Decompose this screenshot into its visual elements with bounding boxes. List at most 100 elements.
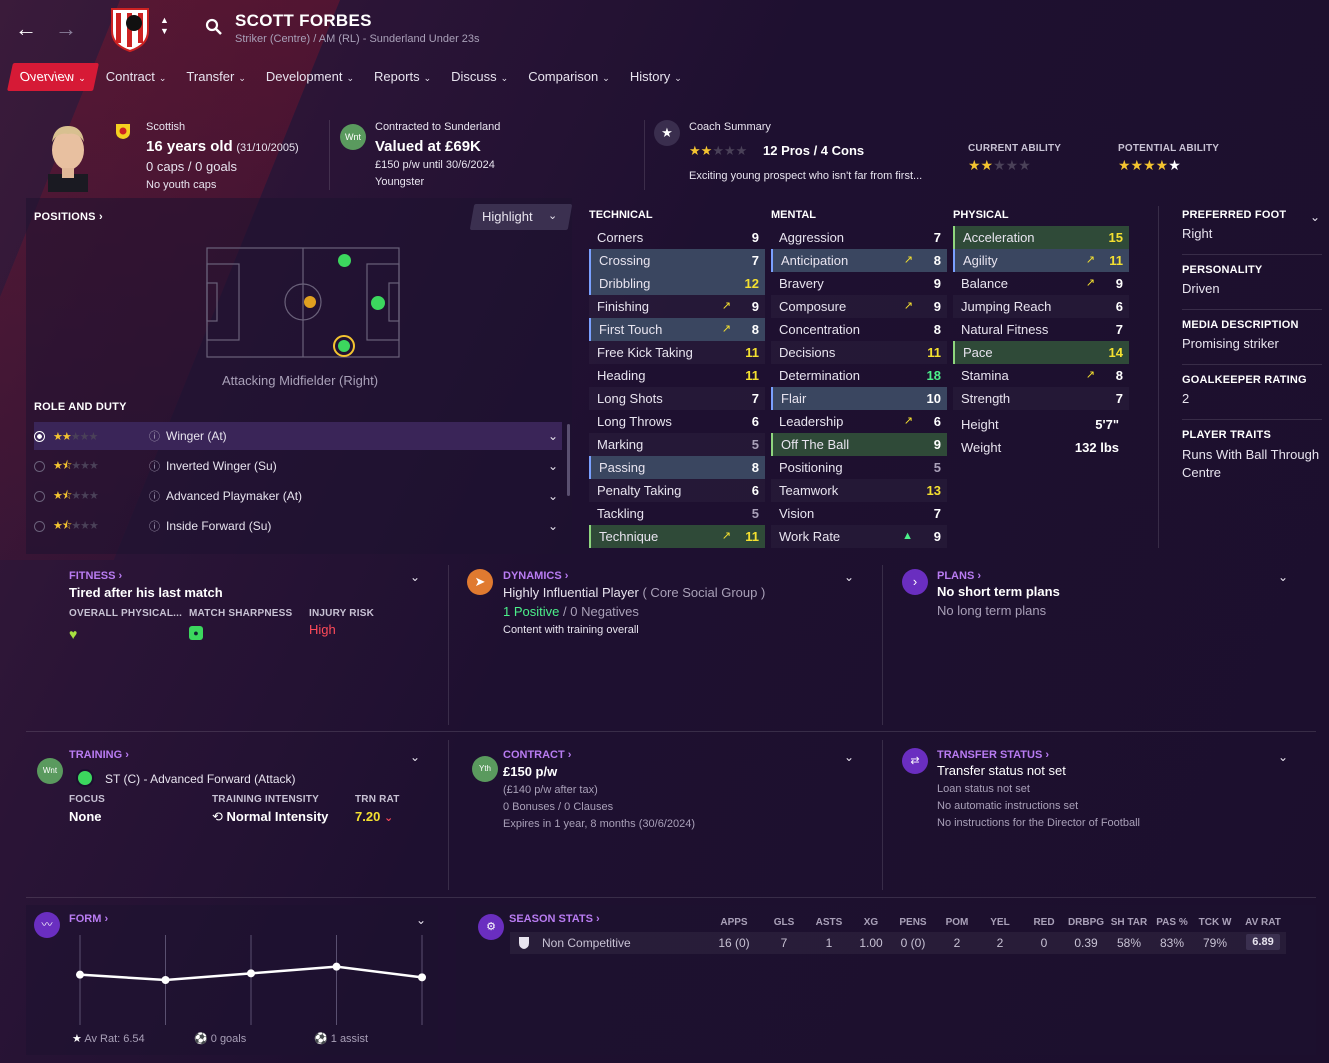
position-dot-st[interactable] [371,296,385,310]
radio[interactable] [34,460,45,472]
crest-switch-icon[interactable]: ▲ ▼ [160,15,169,36]
stats-column-header[interactable]: PAS % [1156,917,1188,928]
chevron-down-icon[interactable]: ⌄ [410,750,421,764]
forward-arrow-icon[interactable]: → [55,16,77,41]
attribute-row[interactable]: Technique ↗ 11 [589,525,765,548]
plans-label[interactable]: PLANS › [937,570,982,582]
coach-summary-label[interactable]: Coach Summary [689,121,771,133]
chevron-down-icon[interactable]: ⌄ [547,459,558,473]
attribute-row[interactable]: Heading 11 [589,364,765,387]
attribute-row[interactable]: Strength 7 [953,387,1129,410]
attribute-row[interactable]: Tackling 5 [589,502,765,525]
attribute-row[interactable]: Jumping Reach 6 [953,295,1129,318]
role-row[interactable]: ★⯪★★★ ⓘ Advanced Playmaker (At) ⌄ [34,482,562,510]
radio-selected[interactable] [34,430,45,442]
attribute-row[interactable]: Off The Ball 9 [771,433,947,456]
chevron-down-icon[interactable]: ⌄ [547,489,558,503]
chevron-down-icon[interactable]: ⌄ [416,913,427,927]
attribute-row[interactable]: Passing 8 [589,456,765,479]
attribute-row[interactable]: Composure ↗ 9 [771,295,947,318]
attribute-row[interactable]: Long Shots 7 [589,387,765,410]
transfer-status-label[interactable]: TRANSFER STATUS › [937,749,1050,761]
info-icon[interactable]: ⓘ [149,491,160,503]
stats-column-header[interactable]: SH TAR [1110,917,1148,928]
attribute-row[interactable]: Work Rate ▲ 9 [771,525,947,548]
chevron-down-icon[interactable]: ⌄ [844,750,855,764]
search-icon[interactable] [205,18,223,41]
radio[interactable] [34,520,45,532]
attribute-row[interactable]: Teamwork 13 [771,479,947,502]
attribute-row[interactable]: Aggression 7 [771,226,947,249]
chevron-down-icon[interactable]: ⌄ [1278,750,1289,764]
attribute-row[interactable]: Balance ↗ 9 [953,272,1129,295]
attribute-row[interactable]: Corners 9 [589,226,765,249]
stats-column-header[interactable]: PENS [899,917,927,928]
attribute-row[interactable]: Vision 7 [771,502,947,525]
stats-column-header[interactable]: POM [945,917,969,928]
attribute-row[interactable]: Dribbling 12 [589,272,765,295]
attribute-row[interactable]: Acceleration 15 [953,226,1129,249]
attribute-row[interactable]: Penalty Taking 6 [589,479,765,502]
intensity-value[interactable]: ⟲ Normal Intensity [212,809,329,824]
tab-history[interactable]: History ⌄ [629,69,682,84]
chevron-down-icon[interactable]: ⌄ [1278,570,1289,584]
stats-column-header[interactable]: GLS [773,917,795,928]
fitness-label[interactable]: FITNESS › [69,570,123,582]
attribute-row[interactable]: Natural Fitness 7 [953,318,1129,341]
info-icon[interactable]: ⓘ [149,521,160,533]
attribute-row[interactable]: Positioning 5 [771,456,947,479]
attribute-row[interactable]: Anticipation ↗ 8 [771,249,947,272]
training-label[interactable]: TRAINING › [69,749,129,761]
season-stats-label[interactable]: SEASON STATS › [509,913,600,925]
tab-transfer[interactable]: Transfer ⌄ [186,69,246,84]
info-icon[interactable]: ⓘ [149,461,160,473]
role-row[interactable]: ★⯪★★★ ⓘ Inside Forward (Su) ⌄ [34,512,562,540]
tab-development[interactable]: Development ⌄ [265,69,355,84]
role-row[interactable]: ★⯪★★★ ⓘ Inverted Winger (Su) ⌄ [34,452,562,480]
chevron-down-icon[interactable]: ⌄ [410,570,421,584]
stats-column-header[interactable]: YEL [990,917,1010,928]
contract-label[interactable]: CONTRACT › [503,749,572,761]
stats-column-header[interactable]: DRBPG [1067,917,1105,928]
positions-label[interactable]: POSITIONS › [34,211,103,223]
stats-column-header[interactable]: RED [1033,917,1055,928]
attribute-row[interactable]: Determination 18 [771,364,947,387]
attribute-row[interactable]: Agility ↗ 11 [953,249,1129,272]
attribute-row[interactable]: Long Throws 6 [589,410,765,433]
stats-column-header[interactable]: APPS [720,917,748,928]
attribute-row[interactable]: Finishing ↗ 9 [589,295,765,318]
attribute-row[interactable]: First Touch ↗ 8 [589,318,765,341]
position-dot-amr-selected[interactable] [333,335,355,357]
position-dot-aml[interactable] [338,254,351,267]
stats-column-header[interactable]: TCK W [1198,917,1232,928]
attribute-row[interactable]: Flair 10 [771,387,947,410]
position-dot-amc[interactable] [304,296,316,308]
chevron-down-icon[interactable]: ⌄ [547,519,558,533]
attribute-row[interactable]: Decisions 11 [771,341,947,364]
tab-contract[interactable]: Contract ⌄ [105,69,167,84]
dynamics-label[interactable]: DYNAMICS › [503,570,569,582]
season-stats-row[interactable] [510,932,1286,954]
attribute-row[interactable]: Marking 5 [589,433,765,456]
attribute-row[interactable]: Bravery 9 [771,272,947,295]
attribute-row[interactable]: Stamina ↗ 8 [953,364,1129,387]
attribute-row[interactable]: Concentration 8 [771,318,947,341]
tab-discuss[interactable]: Discuss ⌄ [451,69,509,84]
chevron-down-icon[interactable]: ⌄ [547,429,558,443]
back-arrow-icon[interactable]: ← [15,16,37,41]
attribute-row[interactable]: Leadership ↗ 6 [771,410,947,433]
stats-column-header[interactable]: XG [863,917,879,928]
tab-reports[interactable]: Reports ⌄ [374,69,432,84]
attribute-row[interactable]: Pace 14 [953,341,1129,364]
tab-overview[interactable]: Overview⌄ [7,63,99,91]
attribute-row[interactable]: Crossing 7 [589,249,765,272]
attribute-row[interactable]: Free Kick Taking 11 [589,341,765,364]
roles-scrollbar[interactable] [567,424,570,496]
info-icon[interactable]: ⓘ [149,431,160,443]
chevron-down-icon[interactable]: ⌄ [844,570,855,584]
tab-comparison[interactable]: Comparison ⌄ [528,69,610,84]
stats-column-header[interactable]: AV RAT [1245,917,1281,928]
radio[interactable] [34,490,45,502]
role-row[interactable]: ★★★★★ ⓘ Winger (At) ⌄ [34,422,562,450]
stats-column-header[interactable]: ASTS [815,917,843,928]
